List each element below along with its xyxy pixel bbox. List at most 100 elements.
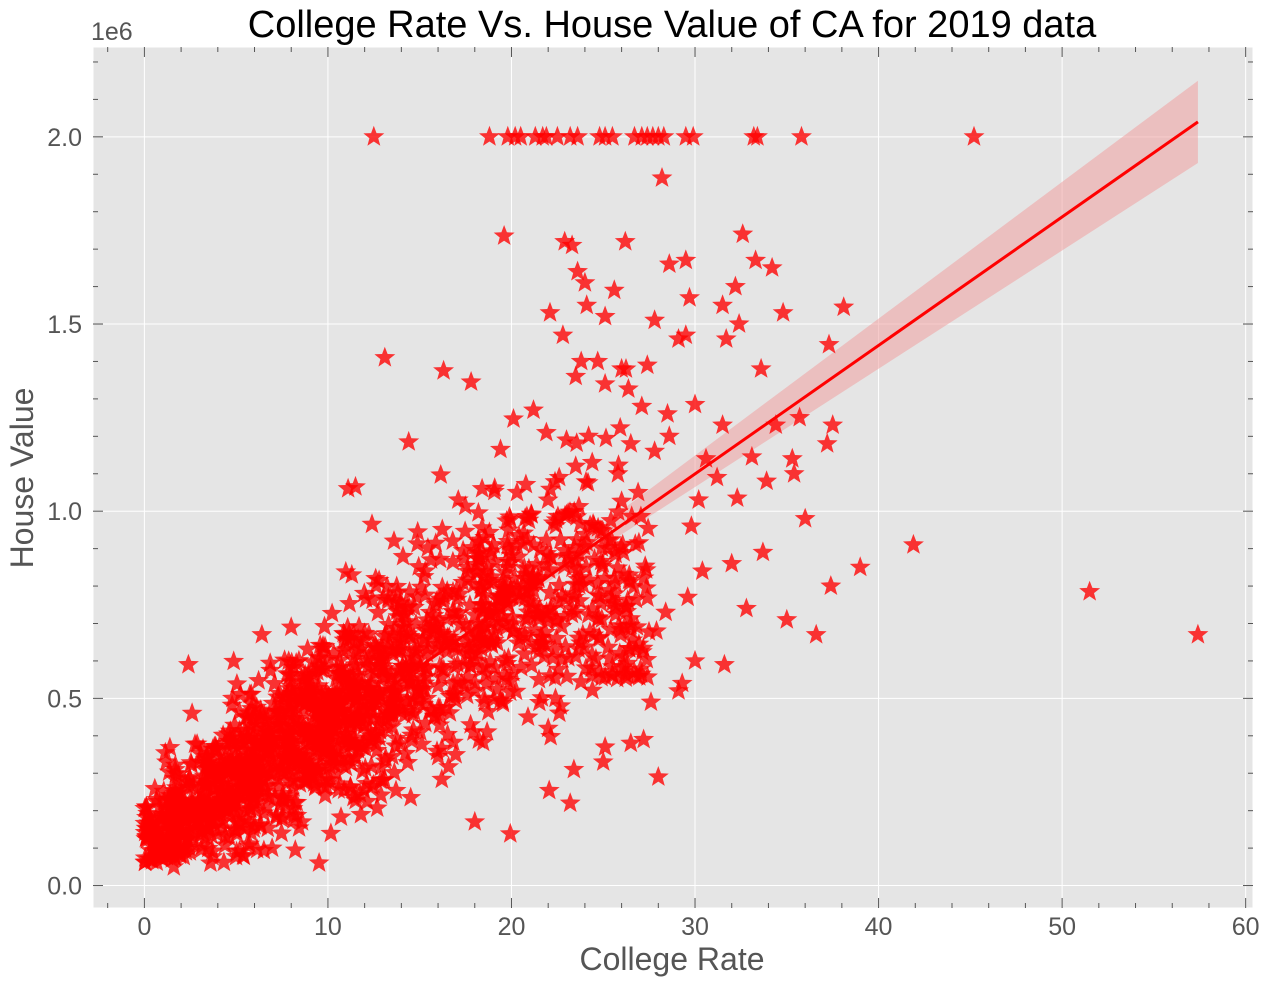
scatter-point xyxy=(628,633,650,654)
scatter-point xyxy=(443,628,465,649)
scatter-point xyxy=(573,535,595,556)
scatter-point xyxy=(574,271,596,292)
scatter-point xyxy=(604,540,626,560)
scatter-point xyxy=(594,736,616,756)
scatter-point xyxy=(153,780,175,801)
regression-line xyxy=(143,120,1199,861)
scatter-point xyxy=(468,548,490,569)
scatter-point xyxy=(539,581,561,602)
scatter-point xyxy=(537,489,559,509)
scatter-point xyxy=(223,773,245,794)
scatter-point xyxy=(463,634,485,655)
scatter-point xyxy=(471,477,493,498)
scatter-point xyxy=(150,807,172,828)
scatter-point xyxy=(456,684,478,705)
scatter-point xyxy=(479,650,501,671)
scatter-point xyxy=(329,748,351,769)
scatter-point xyxy=(620,607,642,628)
scatter-point xyxy=(363,125,385,146)
scatter-point xyxy=(408,555,430,576)
scatter-point xyxy=(1079,580,1101,601)
scatter-point xyxy=(611,490,633,511)
scatter-point xyxy=(184,733,206,754)
scatter-point xyxy=(521,654,542,675)
scatter-point xyxy=(180,789,202,810)
scatter-point xyxy=(361,513,383,534)
scatter-point xyxy=(377,589,399,610)
scatter-point xyxy=(492,605,514,626)
scatter-point xyxy=(630,663,652,683)
scatter-point xyxy=(486,631,508,652)
scatter-point xyxy=(627,481,649,502)
scatter-point xyxy=(167,806,189,826)
scatter-point xyxy=(304,776,326,797)
scatter-point xyxy=(330,806,352,826)
scatter-point xyxy=(369,706,391,727)
scatter-point xyxy=(190,838,212,859)
scatter-point xyxy=(231,733,253,754)
scatter-point xyxy=(223,650,245,671)
scatter-point xyxy=(619,571,641,592)
scatter-point xyxy=(464,679,486,700)
scatter-point xyxy=(581,597,603,618)
scatter-point xyxy=(651,167,673,187)
scatter-point xyxy=(281,691,303,712)
scatter-point xyxy=(368,569,390,590)
scatter-point xyxy=(632,637,654,658)
scatter-point xyxy=(145,819,167,840)
scatter-point xyxy=(523,534,545,555)
scatter-point xyxy=(566,505,588,526)
scatter-point xyxy=(620,732,642,753)
scatter-point xyxy=(526,553,548,574)
scatter-point xyxy=(633,728,655,749)
scatter-point xyxy=(568,495,590,516)
scatter-point xyxy=(240,715,262,735)
scatter-point xyxy=(360,666,382,686)
scatter-point xyxy=(366,739,388,760)
scatter-point xyxy=(528,668,550,689)
scatter-point xyxy=(588,626,610,647)
x-tick-label: 30 xyxy=(681,913,709,941)
scatter-point xyxy=(538,779,560,800)
scatter-point xyxy=(257,817,279,838)
plot-frame xyxy=(92,46,1254,909)
scatter-point xyxy=(547,658,569,679)
scatter-point xyxy=(514,507,536,527)
scatter-point xyxy=(387,581,409,602)
scatter-point xyxy=(417,537,439,557)
scatter-point xyxy=(134,797,156,818)
scatter-point xyxy=(477,555,499,576)
scatter-point xyxy=(444,601,465,622)
scatter-point xyxy=(732,223,754,244)
scatter-point xyxy=(679,286,700,307)
scatter-point xyxy=(385,779,407,800)
scatter-point xyxy=(416,609,438,629)
scatter-point xyxy=(335,560,357,581)
scatter-point xyxy=(436,640,458,661)
scatter-point xyxy=(360,642,382,662)
scatter-point xyxy=(505,680,527,701)
scatter-point xyxy=(597,636,619,657)
scatter-point xyxy=(277,723,299,744)
scatter-point xyxy=(419,699,441,720)
scatter-point xyxy=(396,610,417,631)
scatter-point xyxy=(592,751,614,771)
scatter-point xyxy=(630,505,652,526)
scatter-point xyxy=(609,416,631,437)
scatter-point xyxy=(179,840,201,861)
scatter-point xyxy=(617,589,639,610)
scatter-point xyxy=(540,597,562,618)
scatter-point xyxy=(368,713,390,734)
scatter-point xyxy=(386,575,408,596)
y-offset-label: 1e6 xyxy=(91,18,133,46)
scatter-point xyxy=(246,759,268,779)
scatter-point xyxy=(264,786,286,806)
scatter-point xyxy=(603,279,625,300)
scatter-point xyxy=(407,532,428,553)
scatter-point xyxy=(306,660,328,681)
scatter-point xyxy=(296,725,318,746)
scatter-point xyxy=(284,791,306,812)
scatter-point xyxy=(471,617,493,637)
scatter-point xyxy=(347,663,369,684)
